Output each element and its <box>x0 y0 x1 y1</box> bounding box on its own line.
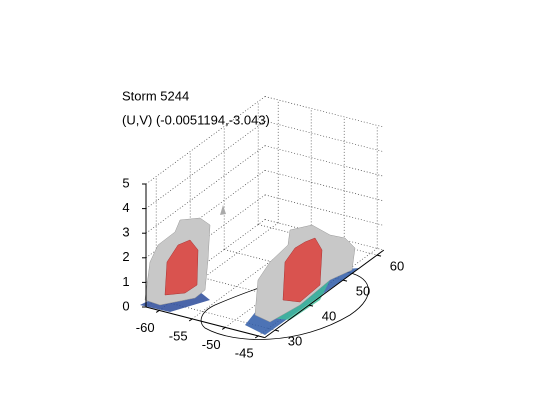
grid-line <box>145 120 266 209</box>
x-tick-label: -60 <box>136 320 155 335</box>
z-tick-label: 0 <box>122 298 129 313</box>
y-tick <box>342 279 348 282</box>
y-axis <box>264 249 385 339</box>
x-tick <box>188 318 193 322</box>
chart-subtitle: (U,V) (-0.0051194,-3.043) <box>122 112 270 127</box>
z-tick-label: 3 <box>122 225 129 240</box>
grid-line <box>145 145 266 234</box>
x-tick-label: -50 <box>202 337 221 352</box>
cloud-fragment <box>220 205 226 215</box>
grid-line <box>258 224 378 256</box>
z-tick-label: 4 <box>122 200 129 215</box>
grid-line <box>145 96 266 185</box>
x-tick <box>221 326 226 330</box>
z-tick-label: 5 <box>122 175 129 190</box>
grid-line <box>264 169 384 202</box>
chart-title: Storm 5244 <box>122 88 189 103</box>
y-tick <box>308 304 314 307</box>
y-tick <box>274 329 280 332</box>
y-tick <box>376 254 382 257</box>
z-tick-label: 1 <box>122 274 129 289</box>
z-tick-label: 2 <box>122 249 129 264</box>
y-tick-label: 60 <box>390 259 404 274</box>
x-tick-label: -45 <box>235 345 254 360</box>
core-surface <box>164 239 199 296</box>
grid-line <box>264 96 384 128</box>
grid-line <box>264 219 384 251</box>
y-tick-label: 40 <box>322 309 336 324</box>
y-tick-label: 30 <box>288 334 302 349</box>
storm-shapes <box>140 205 369 340</box>
grid-line <box>264 120 384 153</box>
grid-line <box>264 194 384 226</box>
grid-line <box>264 145 384 177</box>
x-tick <box>254 335 259 339</box>
x-axis <box>145 306 265 339</box>
x-tick-label: -55 <box>169 328 188 343</box>
axes: -60 -55 -50 -45 30 40 50 60 0 1 2 3 4 5 <box>122 175 404 360</box>
core-surface <box>282 237 323 303</box>
x-tick <box>155 309 160 313</box>
y-tick-label: 50 <box>356 284 370 299</box>
